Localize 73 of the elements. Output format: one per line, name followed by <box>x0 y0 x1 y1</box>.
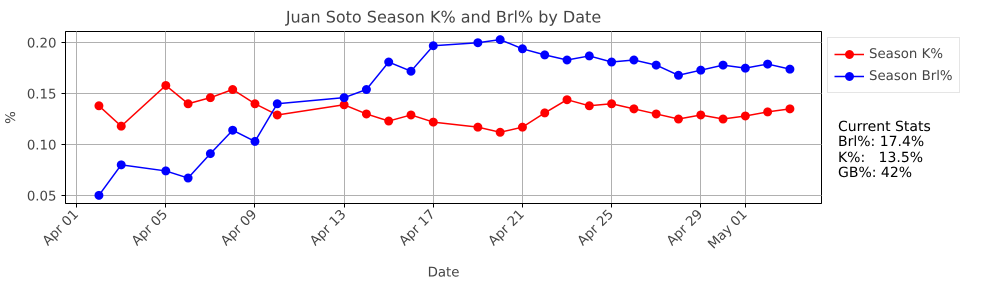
point <box>228 126 238 135</box>
point <box>652 60 661 70</box>
x-axis-title: Date <box>428 266 460 281</box>
point <box>473 38 482 48</box>
point <box>562 56 572 64</box>
point <box>562 95 572 104</box>
point <box>518 122 527 132</box>
point <box>94 101 104 110</box>
y-tick-label: 0.10 <box>26 138 57 154</box>
point <box>763 107 772 116</box>
point <box>206 93 215 102</box>
point <box>116 160 126 170</box>
point <box>518 44 527 54</box>
point <box>652 109 661 118</box>
point <box>94 190 104 200</box>
point <box>184 174 193 183</box>
point <box>272 99 282 108</box>
point <box>362 109 371 118</box>
point <box>206 149 215 158</box>
point <box>428 118 438 127</box>
point <box>696 110 706 120</box>
point <box>584 51 594 60</box>
point <box>340 93 349 102</box>
x-tick-label: Apr 17 <box>396 207 439 250</box>
point <box>584 101 594 110</box>
x-tick-label: Apr 01 <box>40 207 82 250</box>
point <box>696 66 706 75</box>
point <box>718 60 728 70</box>
x-tick-label: Apr 09 <box>218 207 260 250</box>
point <box>384 116 394 126</box>
point <box>674 70 683 80</box>
x-tick-label: Apr 13 <box>308 207 350 250</box>
x-tick-label: Apr 25 <box>575 207 617 250</box>
point <box>763 60 772 69</box>
point <box>116 122 126 131</box>
point <box>406 66 416 76</box>
point <box>473 122 482 132</box>
point <box>740 64 750 73</box>
point <box>406 110 416 120</box>
point <box>228 85 238 94</box>
point <box>629 104 638 114</box>
y-tick-label: 0.05 <box>26 189 57 204</box>
point <box>362 85 371 94</box>
point <box>384 58 394 67</box>
x-tick-label: Apr 29 <box>664 207 706 250</box>
point <box>785 64 794 74</box>
point <box>428 41 438 50</box>
point <box>607 99 616 108</box>
chart-title: Juan Soto Season K% and Brl% by Date <box>284 8 602 26</box>
point <box>250 99 260 108</box>
point <box>540 108 550 118</box>
point <box>740 111 750 120</box>
point <box>785 104 794 114</box>
x-tick-label: Apr 05 <box>129 207 172 250</box>
legend-label: Season Brl% <box>869 68 953 84</box>
point <box>250 136 260 146</box>
point <box>161 80 170 90</box>
legend-label: Season K% <box>869 46 944 62</box>
point <box>540 50 550 60</box>
point <box>674 114 683 124</box>
point <box>272 110 282 120</box>
point <box>496 128 505 137</box>
point <box>718 114 728 124</box>
point <box>161 166 170 176</box>
y-tick-label: 0.15 <box>26 88 57 103</box>
point <box>629 56 638 64</box>
point <box>607 58 616 67</box>
point <box>184 99 193 108</box>
y-tick-label: 0.20 <box>26 36 57 52</box>
y-axis-title: % <box>4 111 19 124</box>
text: Current Stats Brl%: 17.4% K%: 13.5% GB%: 42% <box>838 119 931 182</box>
point <box>496 35 505 44</box>
x-tick-label: Apr 21 <box>486 207 528 250</box>
